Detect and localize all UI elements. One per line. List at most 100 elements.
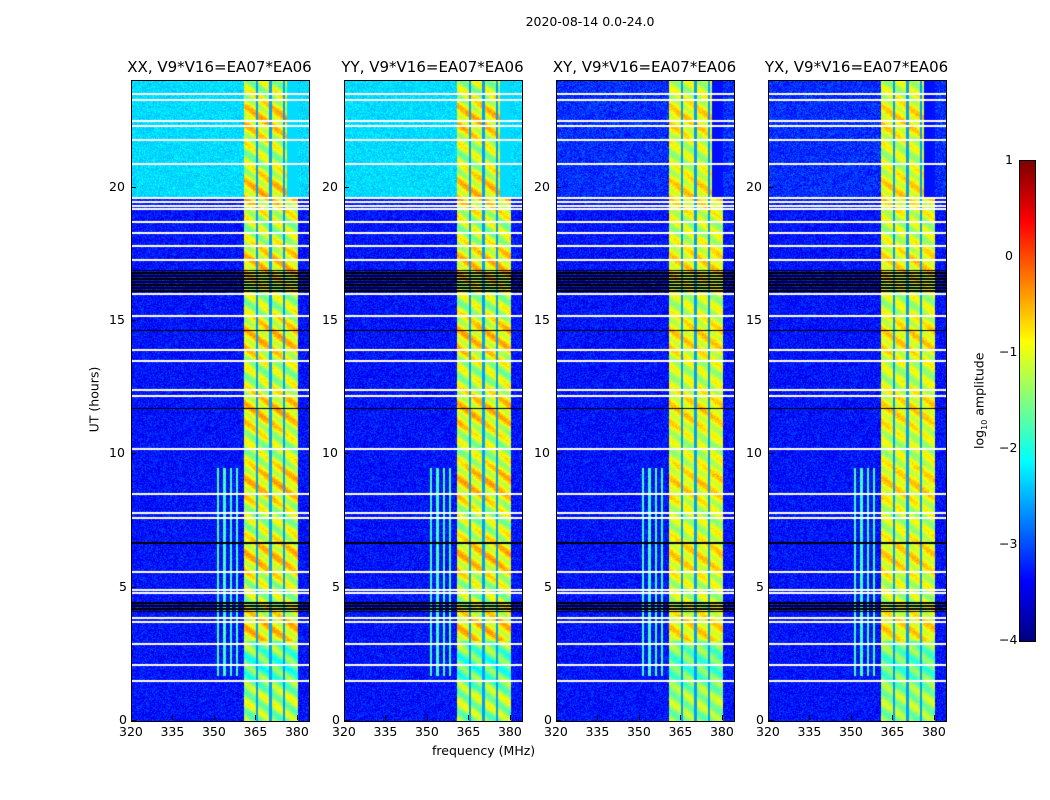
x-tick-label: 335 — [160, 724, 185, 739]
x-tick-mark — [850, 715, 852, 720]
colorbar — [1019, 160, 1036, 642]
y-tick-mark — [344, 186, 349, 188]
y-tick-label: 0 — [332, 712, 340, 727]
x-tick-mark — [131, 715, 132, 720]
y-tick-mark — [768, 720, 773, 721]
colorbar-tick-label: 1 — [1005, 152, 1013, 167]
x-tick-mark — [426, 715, 428, 720]
colorbar-tick-label: −1 — [999, 344, 1018, 359]
x-tick-mark — [638, 715, 640, 720]
x-tick-label: 350 — [201, 724, 226, 739]
y-tick-mark — [344, 320, 349, 321]
x-tick-mark — [768, 715, 769, 720]
y-tick-mark — [768, 586, 773, 588]
y-tick-label: 5 — [544, 578, 552, 594]
y-tick-label: 15 — [746, 312, 762, 327]
panel-title: XY, V9*V16=EA07*EA06 — [552, 58, 737, 76]
y-tick-label: 5 — [119, 578, 127, 594]
colorbar-label-rest: amplitude — [971, 352, 987, 420]
x-tick-label: 350 — [838, 724, 863, 739]
x-tick-label: 365 — [880, 724, 905, 739]
x-tick-label: 320 — [119, 724, 143, 739]
y-tick-mark — [556, 720, 561, 721]
x-tick-label: 380 — [921, 724, 946, 739]
y-tick-label: 15 — [109, 312, 125, 327]
x-tick-mark — [172, 715, 174, 720]
x-tick-label: 335 — [373, 724, 398, 739]
x-tick-mark — [892, 715, 894, 720]
x-tick-label: 380 — [497, 724, 522, 739]
y-tick-label: 20 — [746, 178, 762, 194]
y-tick-mark — [556, 586, 561, 588]
x-tick-label: 320 — [756, 724, 780, 739]
y-tick-mark — [556, 320, 561, 321]
figure-title: 2020-08-14 0.0-24.0 — [525, 14, 655, 29]
y-axis-label: UT (hours) — [86, 366, 102, 433]
colorbar-label-sub: 10 — [979, 419, 989, 430]
y-tick-mark — [768, 453, 773, 455]
x-tick-mark — [509, 715, 511, 720]
x-tick-label: 350 — [414, 724, 439, 739]
x-axis-label: frequency (MHz) — [432, 743, 536, 758]
y-tick-label: 10 — [322, 445, 338, 461]
y-tick-label: 20 — [322, 178, 338, 194]
x-tick-label: 380 — [284, 724, 309, 739]
panel-title: XX, V9*V16=EA07*EA06 — [127, 58, 312, 76]
colorbar-tick-label: 0 — [1005, 248, 1013, 263]
x-tick-label: 335 — [585, 724, 610, 739]
y-tick-label: 5 — [756, 578, 764, 594]
heatmap-panel-yy — [344, 80, 523, 722]
x-tick-label: 365 — [668, 724, 693, 739]
y-tick-label: 10 — [534, 445, 550, 461]
y-tick-mark — [344, 453, 349, 455]
heatmap-panel-xx — [131, 80, 310, 722]
y-tick-mark — [768, 186, 773, 188]
x-tick-mark — [385, 715, 387, 720]
y-tick-mark — [768, 320, 773, 321]
y-tick-label: 0 — [119, 712, 127, 727]
y-tick-mark — [131, 586, 136, 588]
x-tick-label: 350 — [626, 724, 651, 739]
x-tick-mark — [597, 715, 599, 720]
y-tick-mark — [131, 320, 136, 321]
x-tick-mark — [296, 715, 298, 720]
y-tick-label: 20 — [109, 178, 125, 194]
colorbar-label-main: log — [971, 429, 987, 449]
x-tick-mark — [933, 715, 935, 720]
y-tick-label: 5 — [332, 578, 340, 594]
x-tick-mark — [255, 715, 257, 720]
x-tick-label: 380 — [709, 724, 734, 739]
x-tick-label: 320 — [544, 724, 568, 739]
x-tick-label: 365 — [243, 724, 268, 739]
colorbar-tick-label: −2 — [999, 440, 1018, 455]
panel-title: YX, V9*V16=EA07*EA06 — [764, 58, 949, 76]
y-tick-mark — [556, 186, 561, 188]
y-tick-mark — [556, 453, 561, 455]
x-tick-label: 335 — [797, 724, 822, 739]
heatmap-panel-xy — [556, 80, 735, 722]
colorbar-label: log10 amplitude — [971, 341, 989, 461]
y-tick-mark — [131, 453, 136, 455]
y-tick-mark — [344, 586, 349, 588]
x-tick-label: 365 — [456, 724, 481, 739]
x-tick-mark — [468, 715, 470, 720]
x-tick-label: 320 — [332, 724, 356, 739]
colorbar-tick-label: −3 — [999, 536, 1018, 551]
x-tick-mark — [680, 715, 682, 720]
heatmap-panel-yx — [768, 80, 947, 722]
colorbar-tick-label: −4 — [999, 632, 1018, 647]
y-tick-mark — [131, 720, 136, 721]
y-tick-label: 15 — [534, 312, 550, 327]
y-tick-mark — [131, 186, 136, 188]
x-tick-mark — [213, 715, 215, 720]
y-tick-mark — [344, 720, 349, 721]
x-tick-mark — [556, 715, 557, 720]
y-tick-label: 0 — [756, 712, 764, 727]
x-tick-mark — [721, 715, 723, 720]
x-tick-mark — [809, 715, 811, 720]
y-tick-label: 20 — [534, 178, 550, 194]
panel-title: YY, V9*V16=EA07*EA06 — [341, 58, 524, 76]
y-tick-label: 0 — [544, 712, 552, 727]
y-tick-label: 10 — [746, 445, 762, 461]
